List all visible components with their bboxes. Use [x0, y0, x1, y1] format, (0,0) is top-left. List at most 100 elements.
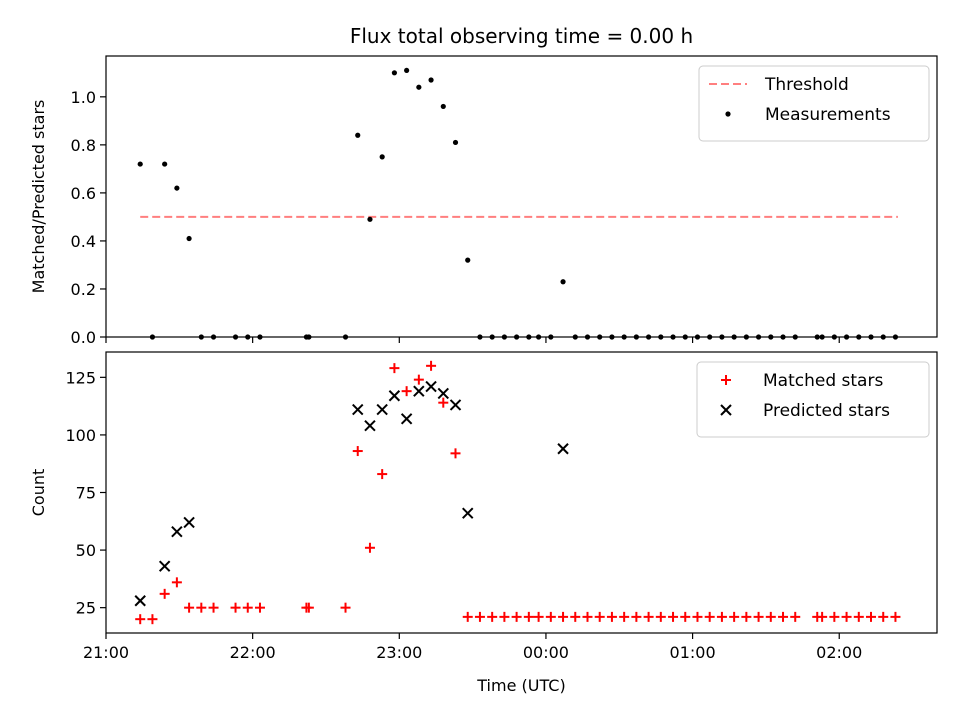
x-tick-label: 23:00 — [376, 643, 422, 662]
measurement-point — [186, 235, 192, 242]
predicted-star-marker — [183, 516, 195, 529]
legend-box — [698, 65, 930, 142]
predicted-star-marker — [462, 507, 474, 519]
matched-star-marker — [426, 360, 437, 371]
axes-frame — [105, 55, 938, 338]
matched-star-marker — [655, 611, 666, 622]
matched-star-marker — [438, 397, 449, 408]
matched-star-marker — [230, 602, 241, 613]
y-axis-label: Count — [29, 469, 48, 517]
matched-star-marker — [890, 611, 901, 622]
bottom-panel: 25 50 75 100 125 21:00 22:00 23:00 00:00 01:00 02:… — [29, 351, 938, 695]
marker-stroke — [364, 419, 376, 432]
measurement-point — [137, 161, 143, 167]
matched-star-marker — [401, 386, 412, 397]
matched-star-marker — [594, 611, 605, 622]
marker-stroke — [425, 380, 437, 393]
x-tick-label: 21:00 — [83, 643, 129, 662]
matched-star-marker — [389, 363, 400, 374]
y-tick-label: 125 — [65, 368, 96, 387]
matched-star-marker — [704, 611, 715, 622]
measurement-point — [465, 257, 471, 263]
predicted-star-marker — [352, 403, 364, 416]
marker-stroke — [437, 387, 449, 400]
predicted-star-marker — [437, 387, 449, 400]
predicted-star-marker — [413, 385, 425, 397]
matched-star-marker — [692, 611, 703, 622]
marker-stroke — [388, 390, 401, 402]
legend: Threshold Measurements — [698, 65, 930, 142]
matched-star-marker — [147, 614, 158, 625]
y-axis-label: Matched/Predicted stars — [29, 100, 48, 294]
marker-stroke — [557, 443, 569, 455]
legend-label: Measurements — [765, 105, 891, 125]
matched-star-marker — [413, 374, 424, 385]
matched-star-marker — [829, 611, 840, 622]
matched-star-marker — [753, 611, 764, 622]
y-tick-label: 0.4 — [71, 232, 96, 251]
matched-star-marker — [570, 611, 581, 622]
predicted-star-marker — [388, 390, 401, 402]
marker-stroke — [720, 404, 732, 416]
x-tick-label: 02:00 — [816, 643, 862, 662]
measurement-point — [174, 185, 180, 191]
matched-star-marker — [533, 611, 544, 622]
legend-box — [696, 361, 930, 438]
matched-star-marker — [790, 611, 801, 622]
marker-stroke — [158, 560, 171, 572]
measurement-point — [391, 70, 398, 76]
matched-star-marker — [582, 611, 593, 622]
matched-star-marker — [196, 602, 207, 613]
axes-frame — [105, 351, 938, 634]
measurement-point — [416, 84, 422, 90]
matched-star-marker — [643, 611, 654, 622]
measurement-point — [452, 139, 459, 146]
legend-label: Predicted stars — [763, 401, 890, 421]
x-axis-label: Time (UTC) — [476, 676, 565, 695]
measurement-point — [404, 67, 410, 74]
legend-matched-swatch — [721, 375, 731, 385]
matched-star-marker — [866, 611, 877, 622]
predicted-star-marker — [158, 560, 171, 572]
measurement-point — [428, 77, 434, 83]
chart-title: Flux total observing time = 0.00 h — [350, 24, 693, 48]
matched-star-marker — [474, 611, 485, 622]
matched-star-marker — [523, 611, 534, 622]
measurement-point — [367, 216, 373, 222]
matched-star-marker — [765, 611, 776, 622]
legend-measurement-swatch — [725, 111, 731, 117]
marker-stroke — [134, 595, 146, 607]
matched-star-marker — [135, 614, 146, 625]
measurement-point — [560, 279, 566, 285]
matched-star-marker — [619, 611, 630, 622]
marker-stroke — [376, 403, 388, 416]
matched-star-marker — [208, 602, 219, 613]
y-tick-label: 0.2 — [71, 280, 96, 299]
y-tick-label: 0.8 — [71, 136, 96, 155]
legend-predicted-swatch — [720, 404, 732, 416]
matched-star-marker — [487, 611, 498, 622]
y-tick-label: 0.0 — [71, 328, 96, 347]
predicted-star-marker — [400, 413, 413, 425]
matched-star-marker — [545, 611, 556, 622]
legend: Matched stars Predicted stars — [696, 361, 930, 438]
measurement-point — [440, 103, 446, 110]
marker-stroke — [462, 507, 474, 519]
marker-stroke — [183, 516, 195, 529]
matched-star-marker — [242, 602, 253, 613]
matched-star-marker — [668, 611, 679, 622]
matched-star-marker — [499, 611, 510, 622]
matched-star-marker — [606, 611, 617, 622]
predicted-star-marker — [376, 403, 388, 416]
marker-stroke — [171, 525, 183, 538]
marker-stroke — [449, 399, 462, 411]
top-panel: 0.0 0.2 0.4 0.6 0.8 1.0 Flux total observing t… — [29, 24, 938, 347]
matched-star-marker — [817, 611, 828, 622]
y-tick-label: 0.6 — [71, 184, 96, 203]
measurement-point — [355, 132, 361, 138]
predicted-star-marker — [364, 419, 376, 432]
y-tick-label: 75 — [76, 484, 96, 503]
matched-star-marker — [558, 611, 569, 622]
matched-star-marker — [171, 577, 182, 588]
